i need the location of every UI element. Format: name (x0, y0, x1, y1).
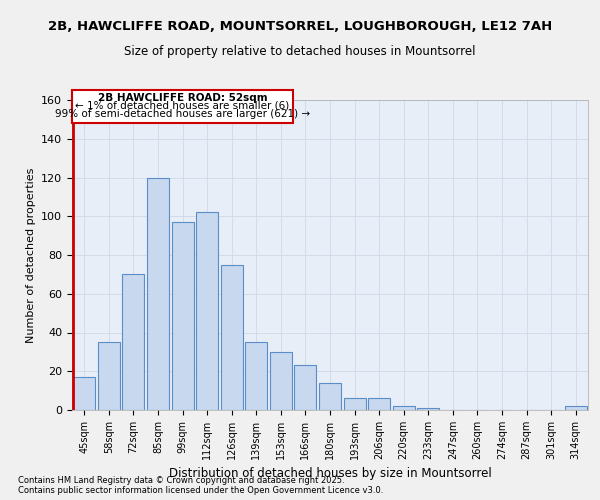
Bar (392, 406, 415, 410)
Bar (196, 212, 218, 410)
X-axis label: Distribution of detached houses by size in Mountsorrel: Distribution of detached houses by size … (169, 468, 491, 480)
Text: 2B HAWCLIFFE ROAD: 52sqm: 2B HAWCLIFFE ROAD: 52sqm (98, 93, 268, 103)
Bar (319, 383, 341, 410)
Bar (122, 274, 145, 410)
Bar (565, 406, 587, 410)
Text: 2B, HAWCLIFFE ROAD, MOUNTSORREL, LOUGHBOROUGH, LE12 7AH: 2B, HAWCLIFFE ROAD, MOUNTSORREL, LOUGHBO… (48, 20, 552, 33)
Bar (245, 342, 268, 410)
Text: Contains public sector information licensed under the Open Government Licence v3: Contains public sector information licen… (18, 486, 383, 495)
Text: Size of property relative to detached houses in Mountsorrel: Size of property relative to detached ho… (124, 45, 476, 58)
Bar (98, 342, 120, 410)
Bar (147, 178, 169, 410)
Text: 99% of semi-detached houses are larger (621) →: 99% of semi-detached houses are larger (… (55, 108, 310, 118)
Bar (270, 352, 292, 410)
Bar (295, 366, 316, 410)
Bar (172, 222, 194, 410)
Bar (72, 90, 293, 123)
Bar (417, 408, 439, 410)
Bar (344, 398, 365, 410)
Bar (221, 264, 243, 410)
Text: ← 1% of detached houses are smaller (6): ← 1% of detached houses are smaller (6) (76, 101, 290, 111)
Bar (73, 377, 95, 410)
Y-axis label: Number of detached properties: Number of detached properties (26, 168, 35, 342)
Bar (368, 398, 390, 410)
Text: Contains HM Land Registry data © Crown copyright and database right 2025.: Contains HM Land Registry data © Crown c… (18, 476, 344, 485)
